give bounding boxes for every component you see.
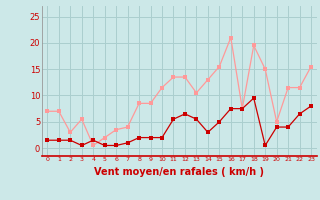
X-axis label: Vent moyen/en rafales ( km/h ): Vent moyen/en rafales ( km/h ) — [94, 167, 264, 177]
